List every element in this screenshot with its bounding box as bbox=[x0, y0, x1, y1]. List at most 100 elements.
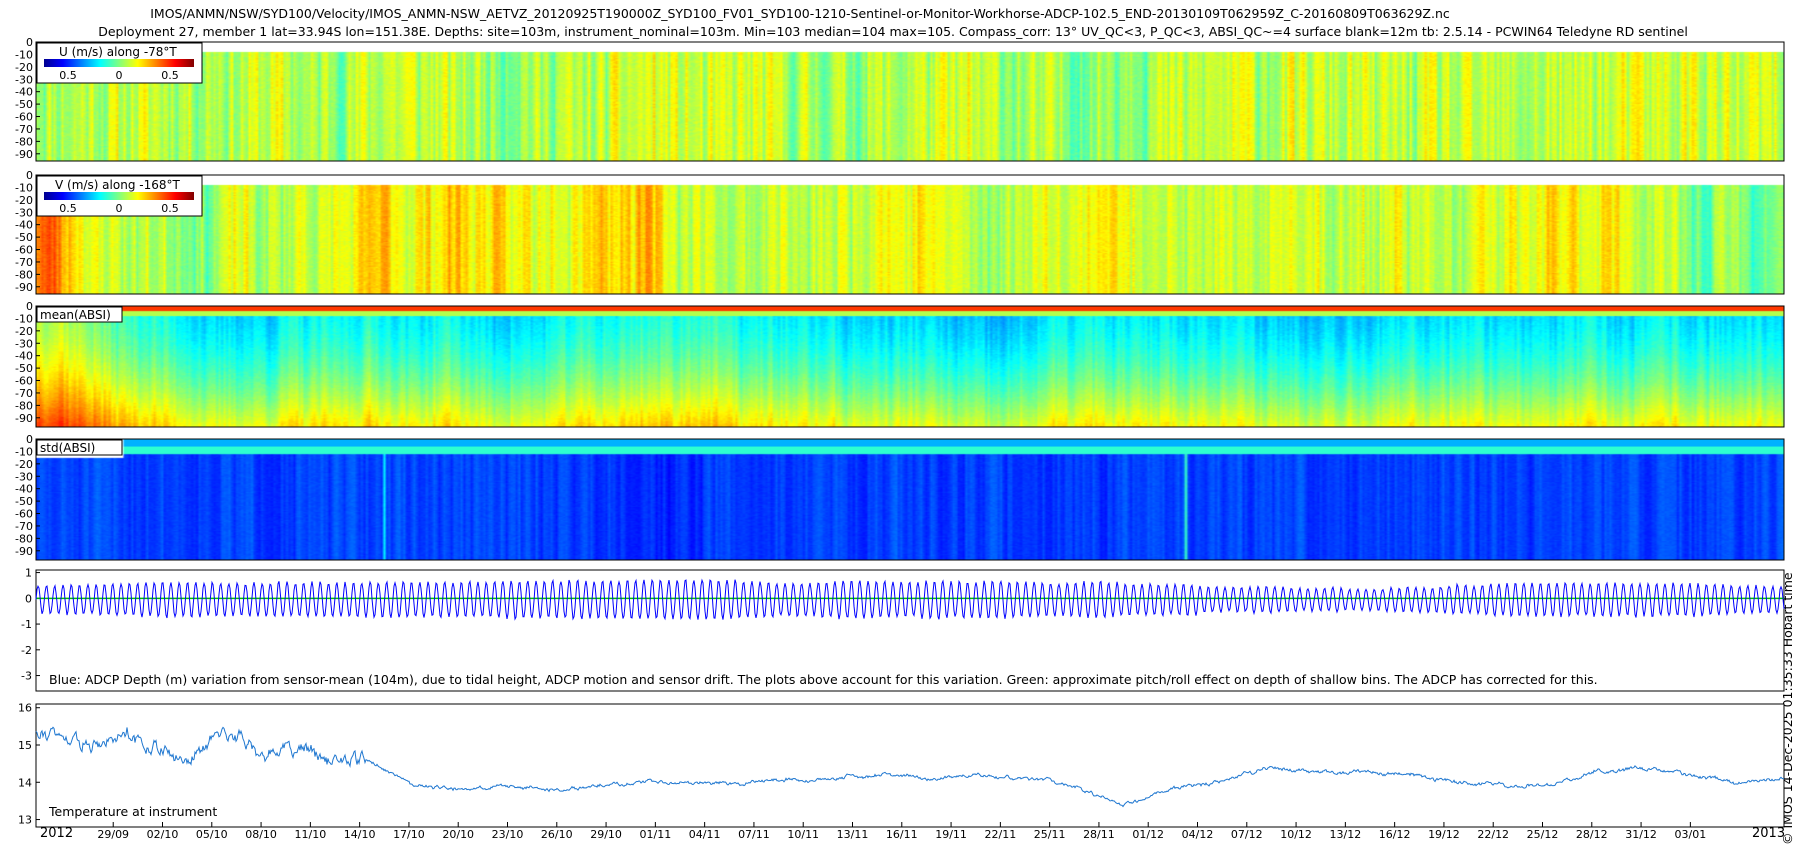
date-tick-label: 08/10 bbox=[245, 828, 277, 841]
std-absi-panel: 0-10-20-30-40-50-60-70-80-90 std(ABSI) bbox=[15, 433, 1785, 561]
v-velocity-panel: 0-10-20-30-40-50-60-70-80-90 V (m/s) alo… bbox=[15, 169, 1785, 295]
date-tick-label: 22/11 bbox=[985, 828, 1017, 841]
temp-y-tick-label: 13 bbox=[18, 814, 32, 827]
mean-absi-heatmap bbox=[36, 306, 1784, 427]
depth-tick-label: -60 bbox=[15, 244, 33, 257]
u-legend-title: U (m/s) along -78°T bbox=[59, 45, 177, 59]
u-colorbar bbox=[44, 59, 194, 67]
depth-tick-label: -50 bbox=[15, 98, 33, 111]
depth-tick-label: -90 bbox=[15, 545, 33, 558]
std-absi-panel-frame bbox=[35, 438, 1785, 561]
depth-tick-label: -10 bbox=[15, 181, 33, 194]
x-axis-end-year: 2013 bbox=[1752, 826, 1785, 841]
figure-title-path: IMOS/ANMN/NSW/SYD100/Velocity/IMOS_ANMN-… bbox=[150, 6, 1450, 21]
date-tick-label: 07/11 bbox=[738, 828, 770, 841]
date-tick-label: 16/12 bbox=[1379, 828, 1411, 841]
date-tick-label: 25/12 bbox=[1527, 828, 1559, 841]
depth-tick-label: 0 bbox=[26, 433, 33, 446]
depth-tick-label: -20 bbox=[15, 61, 33, 74]
depth-tick-label: -20 bbox=[15, 325, 33, 338]
depth-tick-label: -80 bbox=[15, 399, 33, 412]
depth-y-tick-label: -2 bbox=[21, 644, 32, 657]
depth-tick-label: -80 bbox=[15, 268, 33, 281]
depth-tick-label: -50 bbox=[15, 495, 33, 508]
temperature-label: Temperature at instrument bbox=[48, 804, 217, 819]
date-tick-label: 01/12 bbox=[1132, 828, 1164, 841]
date-tick-label: 10/12 bbox=[1280, 828, 1312, 841]
date-tick-label: 13/11 bbox=[837, 828, 869, 841]
mean-absi-depth-axis: 0-10-20-30-40-50-60-70-80-90 bbox=[15, 300, 40, 425]
u-velocity-panel: 0-10-20-30-40-50-60-70-80-90 U (m/s) alo… bbox=[15, 36, 1785, 162]
adcp-depth-annotation: Blue: ADCP Depth (m) variation from sens… bbox=[49, 672, 1598, 687]
date-tick-label: 03/01 bbox=[1675, 828, 1707, 841]
date-tick-label: 13/12 bbox=[1330, 828, 1362, 841]
u-colorbar-tick-min: 0.5 bbox=[59, 69, 77, 82]
u-colorbar-tick-zero: 0 bbox=[116, 69, 123, 82]
depth-tick-label: -60 bbox=[15, 111, 33, 124]
date-tick-label: 28/12 bbox=[1576, 828, 1608, 841]
depth-tick-label: 0 bbox=[26, 169, 33, 182]
depth-tick-label: -10 bbox=[15, 48, 33, 61]
depth-tick-label: -20 bbox=[15, 458, 33, 471]
depth-y-tick-label: 0 bbox=[25, 592, 32, 605]
depth-tick-label: -90 bbox=[15, 412, 33, 425]
mean-absi-panel: 0-10-20-30-40-50-60-70-80-90 mean(ABSI) bbox=[15, 300, 1785, 428]
v-depth-axis: 0-10-20-30-40-50-60-70-80-90 bbox=[15, 169, 40, 294]
depth-tick-label: -90 bbox=[15, 148, 33, 161]
v-legend-title: V (m/s) along -168°T bbox=[55, 178, 180, 192]
date-tick-label: 19/11 bbox=[935, 828, 967, 841]
date-tick-label: 20/10 bbox=[442, 828, 474, 841]
date-tick-label: 04/12 bbox=[1182, 828, 1214, 841]
depth-tick-label: -30 bbox=[15, 337, 33, 350]
date-tick-label: 17/10 bbox=[393, 828, 425, 841]
date-tick-label: 23/10 bbox=[492, 828, 524, 841]
u-colorbar-tick-max: 0.5 bbox=[161, 69, 179, 82]
depth-tick-label: -40 bbox=[15, 219, 33, 232]
v-legend-box: V (m/s) along -168°T 0.5 0 0.5 bbox=[36, 175, 203, 217]
temp-y-tick-label: 16 bbox=[18, 702, 32, 715]
std-absi-label-box bbox=[36, 439, 123, 456]
date-tick-label: 07/12 bbox=[1231, 828, 1263, 841]
depth-tick-label: -30 bbox=[15, 470, 33, 483]
depth-tick-label: -30 bbox=[15, 206, 33, 219]
mean-absi-panel-frame bbox=[35, 305, 1785, 428]
u-legend-box: U (m/s) along -78°T 0.5 0 0.5 bbox=[36, 42, 203, 84]
v-colorbar-tick-min: 0.5 bbox=[59, 202, 77, 215]
depth-tick-label: -80 bbox=[15, 135, 33, 148]
date-tick-label: 04/11 bbox=[689, 828, 721, 841]
depth-tick-label: -60 bbox=[15, 508, 33, 521]
depth-tick-label: -70 bbox=[15, 520, 33, 533]
time-axis: 29/09 02/10 05/10 08/10 11/10 14/10 17/10 20/10… bbox=[97, 822, 1706, 841]
depth-tick-label: -50 bbox=[15, 362, 33, 375]
date-tick-label: 25/11 bbox=[1034, 828, 1066, 841]
date-tick-label: 01/11 bbox=[640, 828, 672, 841]
depth-tick-label: -90 bbox=[15, 281, 33, 294]
v-colorbar bbox=[44, 192, 194, 200]
date-tick-label: 29/09 bbox=[97, 828, 129, 841]
temperature-line bbox=[35, 726, 1785, 808]
v-panel-frame bbox=[35, 174, 1785, 295]
depth-tick-label: -40 bbox=[15, 86, 33, 99]
std-absi-depth-axis: 0-10-20-30-40-50-60-70-80-90 bbox=[15, 433, 40, 558]
u-panel-frame bbox=[35, 41, 1785, 162]
date-tick-label: 10/11 bbox=[787, 828, 819, 841]
u-depth-axis: 0-10-20-30-40-50-60-70-80-90 bbox=[15, 36, 40, 161]
depth-tick-label: -50 bbox=[15, 231, 33, 244]
date-tick-label: 02/10 bbox=[147, 828, 179, 841]
std-absi-heatmap bbox=[36, 439, 1784, 560]
temp-y-tick-label: 14 bbox=[18, 776, 32, 789]
depth-tick-label: -20 bbox=[15, 194, 33, 207]
depth-tick-label: -60 bbox=[15, 375, 33, 388]
depth-tick-label: -70 bbox=[15, 256, 33, 269]
v-colorbar-tick-max: 0.5 bbox=[161, 202, 179, 215]
temperature-y-axis: 16 15 14 13 bbox=[18, 702, 40, 827]
figure-title-deployment: Deployment 27, member 1 lat=33.94S lon=1… bbox=[98, 24, 1688, 39]
depth-tick-label: -30 bbox=[15, 73, 33, 86]
date-tick-label: 29/10 bbox=[590, 828, 622, 841]
depth-y-tick-label: -1 bbox=[21, 618, 32, 631]
depth-tick-label: 0 bbox=[26, 36, 33, 49]
mean-absi-label-box bbox=[36, 306, 123, 323]
depth-tick-label: -40 bbox=[15, 483, 33, 496]
depth-tick-label: -10 bbox=[15, 445, 33, 458]
